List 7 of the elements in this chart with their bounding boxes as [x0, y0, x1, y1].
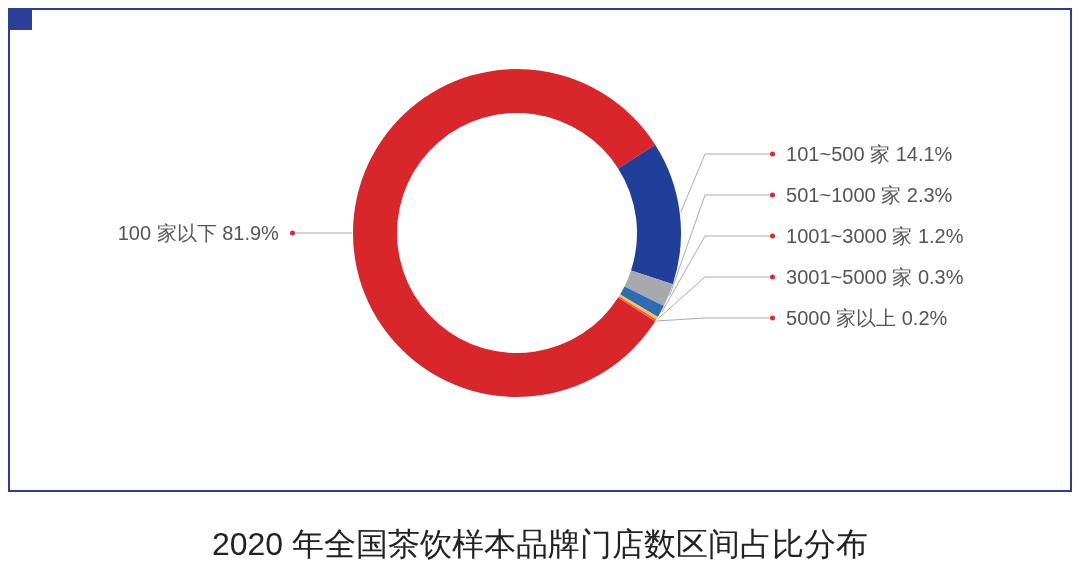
slice-label: 1001~3000 家 1.2% — [775, 225, 964, 247]
text: 2020 年全国茶饮样本品牌门店数区间占比分布 — [211, 526, 869, 562]
slice-label: 3001~5000 家 0.3% — [775, 266, 964, 288]
slice-label: 5000 家以上 0.2% — [775, 307, 948, 329]
slice-label: 100 家以下 81.9% — [117, 222, 290, 244]
slice-label: 101~500 家 14.1% — [775, 143, 953, 165]
slice-label: 501~1000 家 2.3% — [775, 184, 953, 206]
